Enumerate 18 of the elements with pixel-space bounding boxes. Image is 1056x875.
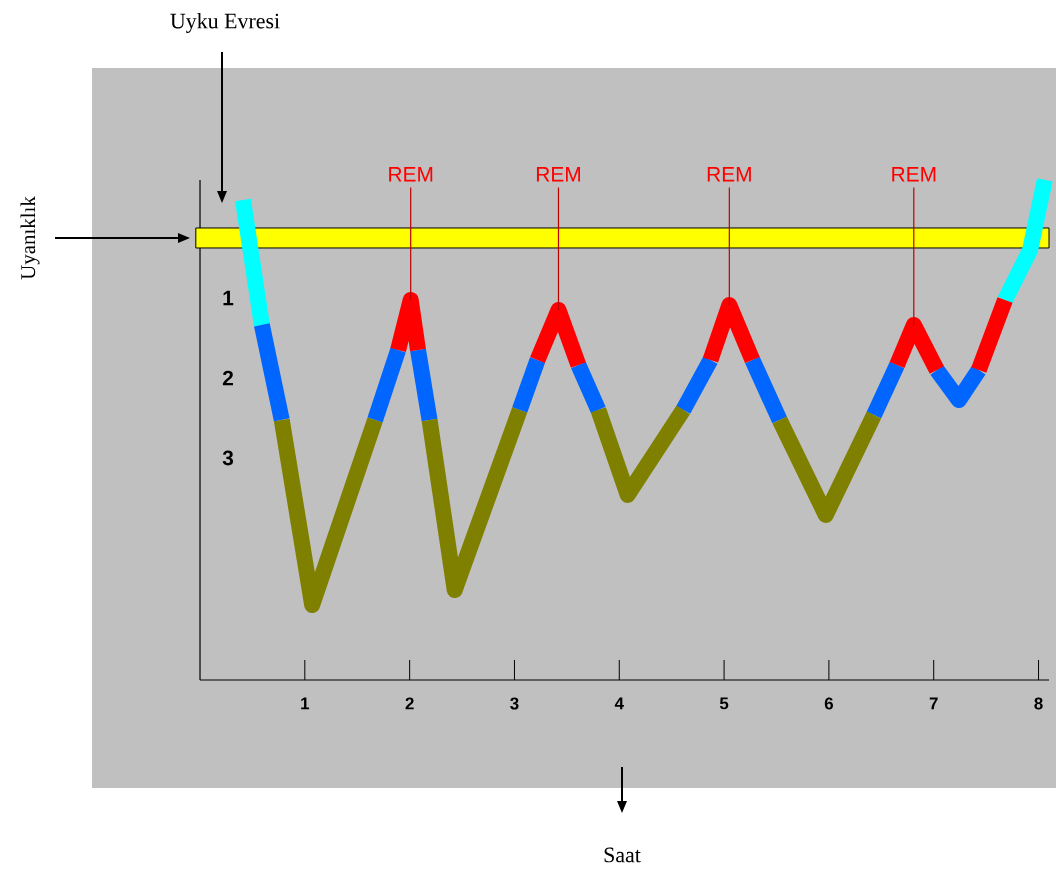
x-tick-label: 8: [1034, 697, 1043, 710]
x-tick-label: 5: [719, 697, 729, 710]
x-tick-label: 1: [301, 697, 310, 710]
band-label: Uyanıklık: [20, 196, 40, 280]
annotation: 1: [223, 290, 234, 306]
text: Uyku Evresi: [170, 13, 280, 33]
x-tick-label: 3: [510, 697, 519, 710]
annotation: REM: [892, 167, 936, 182]
annotation: REM: [389, 167, 433, 182]
x-tick-label: 7: [929, 697, 938, 710]
annotation: REM: [707, 167, 751, 182]
x-tick-label: 6: [824, 697, 834, 710]
x-tick-label: 4: [614, 697, 624, 710]
x-tick-label: 2: [405, 697, 414, 710]
annotation: 3: [222, 450, 234, 466]
annotation: REM: [536, 167, 581, 182]
text: Saat: [604, 847, 641, 863]
annotation: 2: [222, 370, 233, 386]
